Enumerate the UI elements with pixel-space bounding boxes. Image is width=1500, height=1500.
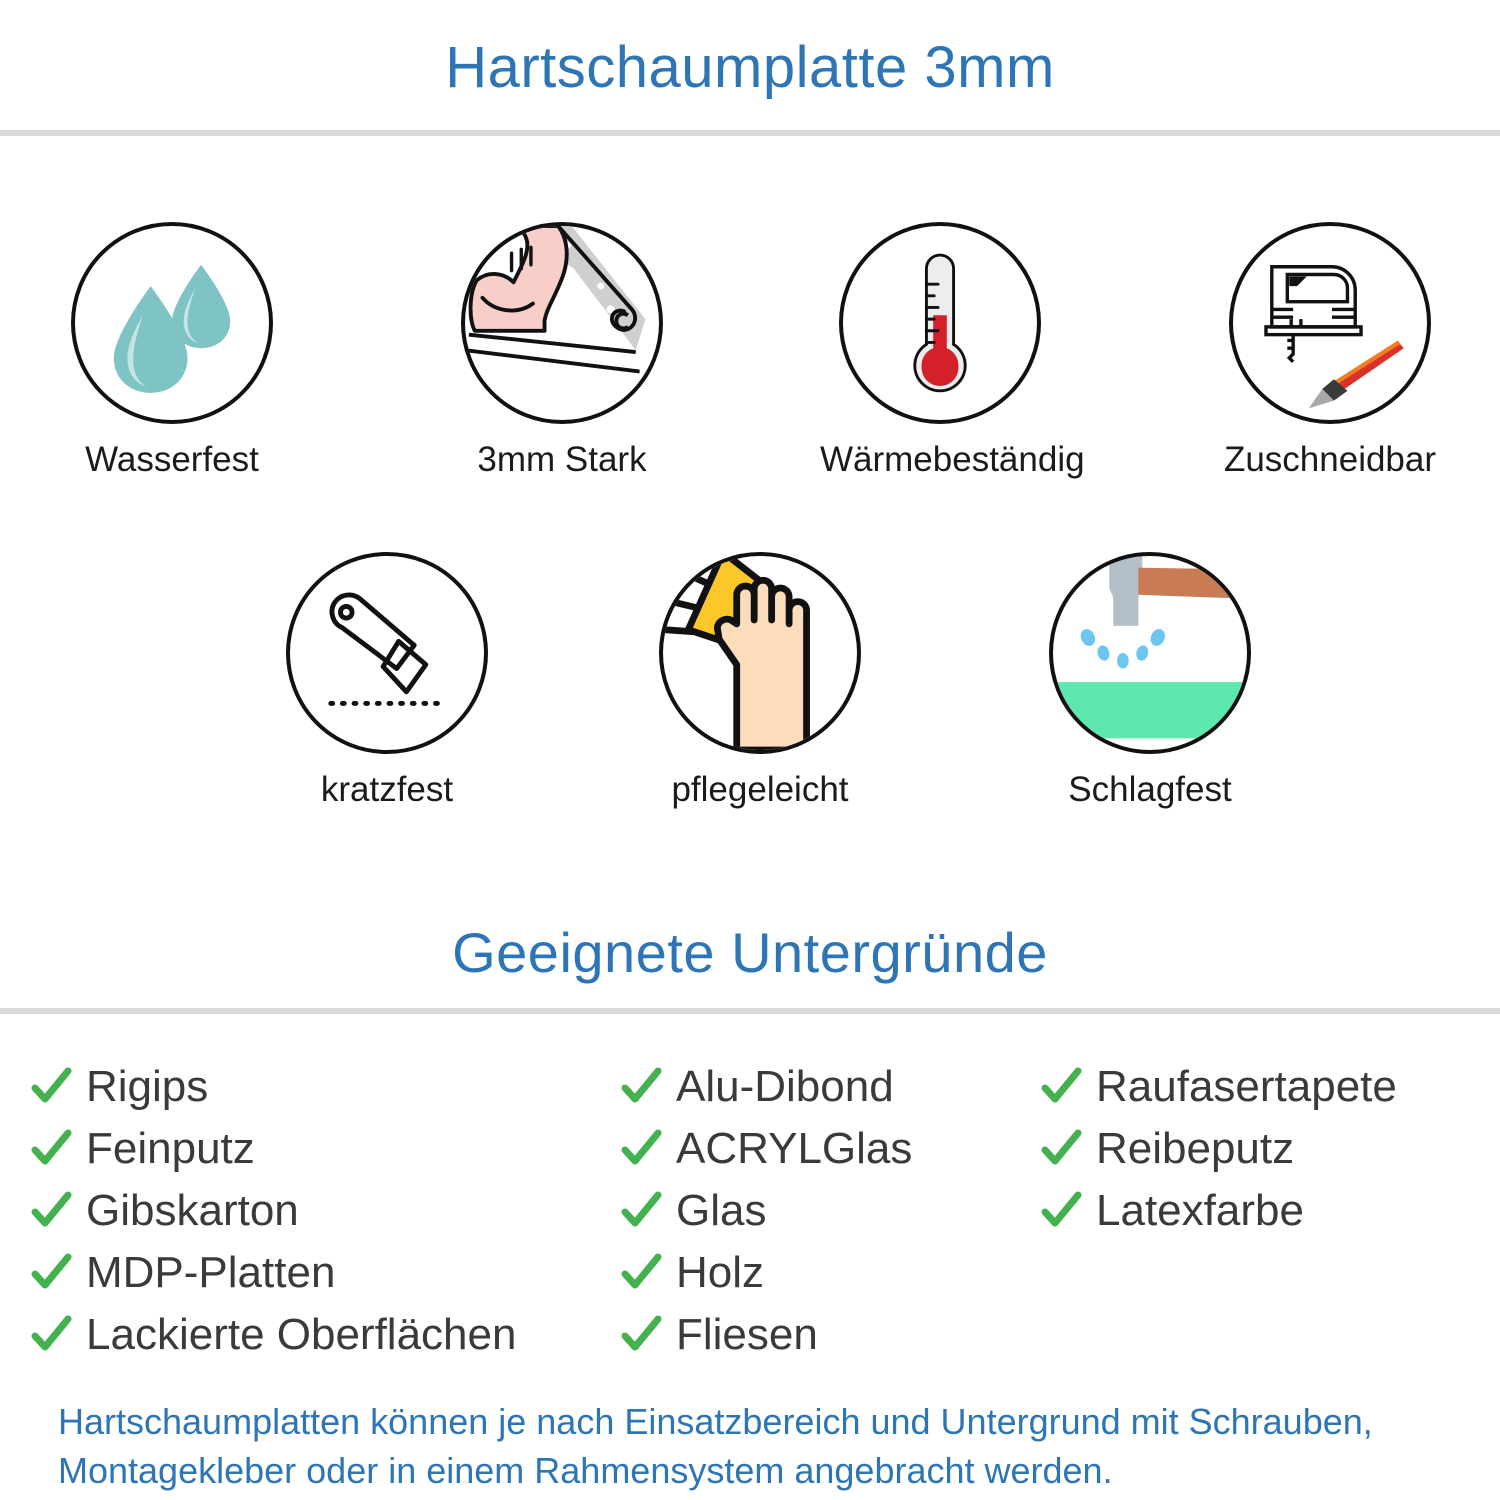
list-item: MDP-Platten <box>30 1244 516 1302</box>
thermometer-icon <box>843 226 1037 420</box>
feature-item-schlagfest: Schlagfest <box>1030 552 1270 810</box>
list-item-label: Alu-Dibond <box>676 1062 894 1111</box>
check-mark-icon <box>30 1314 72 1356</box>
feature-icon-circle <box>1049 552 1251 754</box>
flexed-bicep-icon <box>465 226 659 420</box>
feature-icon-circle <box>461 222 663 424</box>
water-drops-icon <box>75 226 269 420</box>
feature-icon-circle <box>839 222 1041 424</box>
list-item-label: Raufasertapete <box>1096 1062 1397 1111</box>
page-title: Hartschaumplatte 3mm <box>445 35 1055 100</box>
list-item: Raufasertapete <box>1040 1058 1397 1116</box>
check-mark-icon <box>1040 1066 1082 1108</box>
check-mark-icon <box>30 1190 72 1232</box>
check-mark-icon <box>620 1128 662 1170</box>
substrate-column-1: Rigips Feinputz Gibskarton MDP-Platten <box>30 1058 630 1364</box>
feature-label: 3mm Stark <box>477 440 647 479</box>
feature-label: Wärmebeständig <box>820 440 1085 479</box>
list-item: Reibeputz <box>1040 1120 1397 1178</box>
check-mark-icon <box>1040 1190 1082 1232</box>
jigsaw-and-cutter-icon <box>1233 226 1427 420</box>
feature-icon-circle <box>286 552 488 754</box>
list-item-label: Feinputz <box>86 1124 255 1173</box>
scraper-blade-icon <box>290 556 484 750</box>
substrate-column-3: Raufasertapete Reibeputz Latexfarbe <box>1040 1058 1500 1240</box>
list-item-label: ACRYLGlas <box>676 1124 913 1173</box>
list-item-label: Glas <box>676 1186 767 1235</box>
list-item: Latexfarbe <box>1040 1182 1397 1240</box>
substrate-column-2: Alu-Dibond ACRYLGlas Glas Holz <box>620 1058 1040 1364</box>
list-item: Gibskarton <box>30 1182 516 1240</box>
list-item: Lackierte Oberflächen <box>30 1306 516 1364</box>
list-item: Rigips <box>30 1058 516 1116</box>
list-item-label: Reibeputz <box>1096 1124 1295 1173</box>
check-mark-icon <box>620 1190 662 1232</box>
feature-icon-circle <box>659 552 861 754</box>
hammer-impact-icon <box>1053 556 1247 750</box>
list-item-label: Rigips <box>86 1062 209 1111</box>
list-item: Alu-Dibond <box>620 1058 912 1116</box>
feature-item-waermebestaendig: Wärmebeständig <box>820 222 1085 480</box>
check-mark-icon <box>30 1066 72 1108</box>
feature-label: Schlagfest <box>1068 770 1232 809</box>
check-mark-icon <box>30 1252 72 1294</box>
list-item: Holz <box>620 1244 912 1302</box>
check-mark-icon <box>620 1314 662 1356</box>
list-item: ACRYLGlas <box>620 1120 912 1178</box>
divider-top <box>0 130 1500 136</box>
check-mark-icon <box>620 1252 662 1294</box>
feature-item-wasserfest: Wasserfest <box>52 222 292 480</box>
feature-item-pflegeleicht: pflegeleicht <box>640 552 880 810</box>
list-item-label: Latexfarbe <box>1096 1186 1304 1235</box>
list-item-label: Gibskarton <box>86 1186 299 1235</box>
feature-label: Zuschneidbar <box>1223 440 1437 479</box>
list-item: Feinputz <box>30 1120 516 1178</box>
feature-icon-circle <box>71 222 273 424</box>
list-item-label: MDP-Platten <box>86 1248 336 1297</box>
feature-label: pflegeleicht <box>671 770 849 809</box>
hand-with-cloth-icon <box>663 556 857 750</box>
feature-label: kratzfest <box>320 770 454 809</box>
check-mark-icon <box>30 1128 72 1170</box>
feature-label: Wasserfest <box>85 440 259 479</box>
feature-icon-circle <box>1229 222 1431 424</box>
list-item: Glas <box>620 1182 912 1240</box>
divider-middle <box>0 1008 1500 1014</box>
section-title-substrates: Geeignete Untergründe <box>452 921 1048 984</box>
check-mark-icon <box>1040 1128 1082 1170</box>
list-item-label: Holz <box>676 1248 765 1297</box>
feature-item-kratzfest: kratzfest <box>267 552 507 810</box>
list-item-label: Lackierte Oberflächen <box>86 1310 517 1359</box>
footer-note: Hartschaumplatten können je nach Einsatz… <box>58 1401 1373 1491</box>
list-item-label: Fliesen <box>676 1310 818 1359</box>
feature-item-3mm-stark: 3mm Stark <box>442 222 682 480</box>
check-mark-icon <box>620 1066 662 1108</box>
list-item: Fliesen <box>620 1306 912 1364</box>
feature-item-zuschneidbar: Zuschneidbar <box>1210 222 1450 480</box>
